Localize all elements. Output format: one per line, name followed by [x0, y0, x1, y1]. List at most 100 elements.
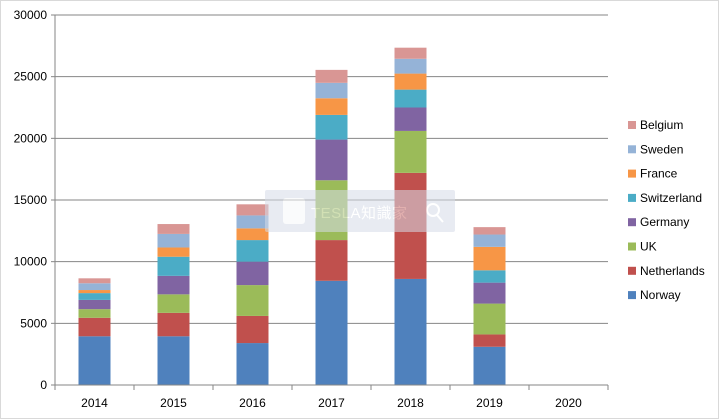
- bar-2014-uk: [78, 309, 111, 318]
- legend-label-belgium: Belgium: [640, 118, 683, 132]
- legend-item-norway: Norway: [628, 288, 681, 302]
- legend-label-germany: Germany: [640, 215, 689, 229]
- x-tick-label-2019: 2019: [476, 396, 503, 410]
- bar-stack-2019: [473, 227, 506, 385]
- bar-2016-germany: [236, 261, 269, 286]
- x-tick-label-2016: 2016: [239, 396, 266, 410]
- bar-2019-netherlands: [473, 334, 506, 347]
- x-tick-label-2018: 2018: [397, 396, 424, 410]
- bar-2015-uk: [157, 294, 190, 313]
- y-tick-labels: 0 5000 10000 15000 20000 25000 30000: [14, 8, 48, 392]
- bar-2015-netherlands: [157, 312, 190, 337]
- bar-stack-2014: [78, 278, 111, 385]
- y-tick-label-10000: 10000: [14, 255, 48, 269]
- legend-label-netherlands: Netherlands: [640, 264, 705, 278]
- x-tick-label-2020: 2020: [555, 396, 582, 410]
- bar-2015-switzerland: [157, 256, 190, 276]
- y-tick-label-15000: 15000: [14, 193, 48, 207]
- x-tick-labels: 2014 2015 2016 2017 2018 2019 2020: [81, 396, 582, 410]
- legend-label-france: France: [640, 167, 678, 181]
- legend-item-france: France: [628, 167, 678, 181]
- legend-swatch-netherlands: [628, 266, 636, 275]
- legend-item-germany: Germany: [628, 215, 689, 229]
- legend-label-norway: Norway: [640, 288, 681, 302]
- bar-2014-norway: [78, 336, 111, 385]
- bar-2017-france: [315, 98, 348, 115]
- legend-swatch-germany: [628, 218, 636, 227]
- legend-label-uk: UK: [640, 240, 657, 254]
- bar-stack-2016: [236, 204, 269, 385]
- axes: [51, 14, 609, 390]
- bar-stacks: [78, 47, 506, 385]
- y-tick-label-20000: 20000: [14, 131, 48, 145]
- legend-item-netherlands: Netherlands: [628, 264, 705, 278]
- bar-2014-netherlands: [78, 317, 111, 337]
- x-tick-label-2017: 2017: [318, 396, 345, 410]
- bar-2018-norway: [394, 278, 427, 385]
- bar-2014-france: [78, 290, 111, 294]
- bar-2019-germany: [473, 282, 506, 304]
- bar-2019-belgium: [473, 227, 506, 235]
- bar-2018-france: [394, 73, 427, 90]
- bar-2016-netherlands: [236, 315, 269, 344]
- legend: Belgium Sweden France Switzerland Germany UK N…: [628, 118, 705, 302]
- legend-item-sweden: Sweden: [628, 142, 683, 156]
- watermark: TESLA知識家: [265, 190, 455, 232]
- search-icon-handle: [436, 214, 444, 223]
- bar-2015-belgium: [157, 224, 190, 234]
- watermark-box: [265, 190, 455, 232]
- bar-2016-france: [236, 228, 269, 241]
- bar-2014-belgium: [78, 278, 111, 284]
- x-tick-label-2014: 2014: [81, 396, 108, 410]
- bar-2017-germany: [315, 139, 348, 181]
- bar-2017-netherlands: [315, 240, 348, 281]
- bar-2015-germany: [157, 275, 190, 295]
- y-tick-label-30000: 30000: [14, 8, 48, 22]
- bar-2017-sweden: [315, 82, 348, 99]
- bar-2019-sweden: [473, 234, 506, 247]
- search-icon: [426, 203, 440, 217]
- bar-2019-switzerland: [473, 270, 506, 283]
- legend-item-belgium: Belgium: [628, 118, 683, 132]
- bar-2015-norway: [157, 336, 190, 385]
- legend-label-sweden: Sweden: [640, 142, 683, 156]
- y-tick-label-25000: 25000: [14, 70, 48, 84]
- bar-2017-switzerland: [315, 114, 348, 140]
- bar-2018-sweden: [394, 58, 427, 74]
- bar-2018-germany: [394, 107, 427, 131]
- bar-2014-sweden: [78, 283, 111, 291]
- facebook-icon: [283, 198, 305, 224]
- bar-2017-belgium: [315, 69, 348, 83]
- bar-2016-norway: [236, 343, 269, 385]
- legend-item-uk: UK: [628, 240, 657, 254]
- legend-swatch-france: [628, 169, 636, 178]
- bar-2018-uk: [394, 130, 427, 173]
- bar-2019-norway: [473, 346, 506, 385]
- bar-2016-sweden: [236, 215, 269, 229]
- x-tick-label-2015: 2015: [160, 396, 187, 410]
- legend-swatch-belgium: [628, 121, 636, 129]
- bar-2015-sweden: [157, 233, 190, 248]
- y-tick-label-5000: 5000: [20, 316, 47, 330]
- bar-2016-switzerland: [236, 240, 269, 262]
- bar-2019-france: [473, 246, 506, 271]
- legend-label-switzerland: Switzerland: [640, 191, 702, 205]
- legend-item-switzerland: Switzerland: [628, 191, 702, 205]
- watermark-text: TESLA知識家: [311, 205, 408, 222]
- bar-2014-switzerland: [78, 293, 111, 300]
- legend-swatch-switzerland: [628, 193, 636, 202]
- bar-2019-uk: [473, 303, 506, 335]
- y-tick-label-0: 0: [40, 378, 47, 392]
- bar-2014-germany: [78, 299, 111, 310]
- bar-2015-france: [157, 247, 190, 257]
- bar-2017-norway: [315, 280, 348, 385]
- bar-stack-2015: [157, 224, 190, 385]
- bar-2016-uk: [236, 285, 269, 316]
- legend-swatch-norway: [628, 291, 636, 300]
- bar-2016-belgium: [236, 204, 269, 216]
- bar-2018-switzerland: [394, 89, 427, 108]
- legend-swatch-sweden: [628, 145, 636, 154]
- bar-2018-belgium: [394, 47, 427, 59]
- legend-swatch-uk: [628, 242, 636, 251]
